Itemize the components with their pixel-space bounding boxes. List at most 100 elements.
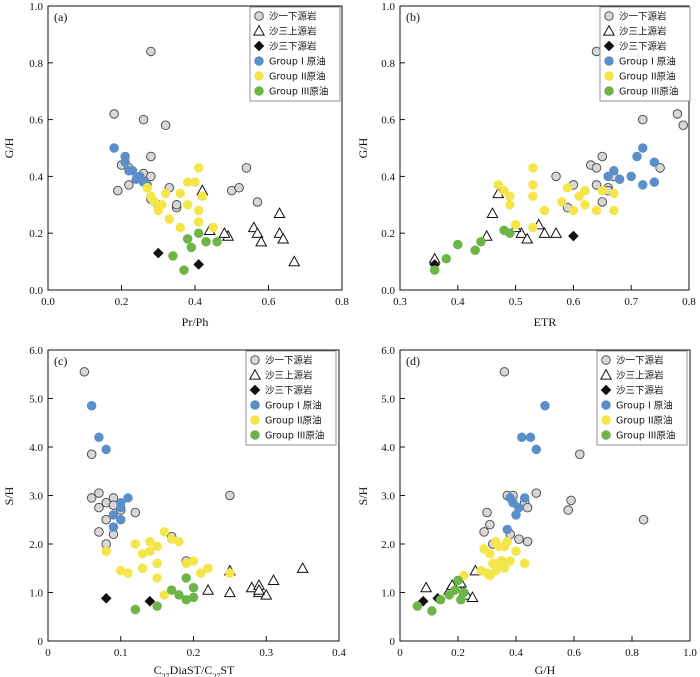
- data-point: [609, 188, 619, 199]
- data-point: [146, 46, 156, 57]
- data-point: [120, 157, 130, 167]
- data-point: [551, 171, 561, 182]
- data-point: [575, 449, 585, 460]
- data-point: [519, 493, 530, 503]
- data-point: [182, 200, 193, 210]
- legend-label: Group III原油: [616, 430, 675, 442]
- legend-marker: [601, 355, 611, 365]
- legend-marker: [252, 24, 266, 36]
- legend-label: Group III原油: [269, 86, 328, 98]
- legend-label: Group II原油: [616, 415, 673, 427]
- legend-marker: [599, 368, 613, 380]
- legend-marker: [253, 40, 265, 52]
- y-tick-label: 1.0: [29, 588, 43, 600]
- data-point: [574, 191, 584, 202]
- data-point: [591, 46, 602, 57]
- data-point: [124, 180, 134, 190]
- data-point: [453, 575, 463, 586]
- legend-marker: [601, 430, 611, 440]
- data-point: [188, 556, 199, 566]
- data-point: [515, 226, 528, 238]
- data-point: [225, 568, 235, 578]
- panel-label: (a): [54, 10, 67, 24]
- legend-label: 沙一下源岩: [269, 11, 317, 23]
- y-axis-label: S/H: [2, 486, 16, 505]
- data-point: [499, 367, 510, 377]
- legend-label: Group I 原油: [265, 400, 322, 412]
- x-tick-label: 0: [397, 647, 403, 659]
- legend-marker: [603, 40, 615, 52]
- data-point: [113, 185, 123, 196]
- y-tick-label: 1.0: [29, 1, 43, 13]
- data-point: [109, 109, 119, 119]
- y-tick-label: 0: [38, 636, 44, 648]
- data-point: [225, 490, 235, 501]
- data-point: [597, 197, 608, 207]
- data-point: [591, 205, 602, 216]
- data-point: [655, 163, 665, 173]
- y-tick-label: 4.0: [29, 442, 43, 454]
- data-point: [649, 157, 660, 167]
- data-point: [94, 432, 104, 443]
- data-point: [241, 163, 252, 173]
- data-point: [212, 236, 222, 247]
- data-point: [493, 180, 504, 190]
- x-tick-label: 0.2: [187, 647, 201, 659]
- x-tick-label: 0: [45, 647, 51, 659]
- data-point: [137, 563, 148, 574]
- data-point: [145, 546, 155, 557]
- data-point: [531, 444, 542, 455]
- data-point: [568, 230, 579, 242]
- legend-box: [245, 350, 337, 446]
- data-point: [557, 197, 567, 207]
- y-axis-ticks: 0 1.0 2.0 3.0 4.0 5.0 6.0: [381, 345, 405, 648]
- data-point: [86, 449, 97, 460]
- x-tick-label: 0.4: [451, 296, 465, 308]
- y-tick-label: 0.4: [381, 171, 395, 183]
- data-point: [175, 222, 186, 233]
- data-point: [101, 515, 111, 525]
- data-point: [164, 214, 175, 224]
- data-point: [453, 239, 463, 250]
- data-point: [252, 197, 263, 207]
- y-tick-label: 3.0: [381, 491, 395, 503]
- data-point: [638, 114, 648, 125]
- data-point: [499, 563, 510, 574]
- data-point: [479, 527, 489, 537]
- data-point: [420, 581, 433, 593]
- y-axis-label: G/H: [2, 137, 16, 158]
- data-point: [429, 265, 440, 275]
- y-tick-label: 1.0: [381, 588, 395, 600]
- legend-label: Group I 原油: [616, 400, 673, 412]
- scatter-points: [428, 46, 688, 275]
- y-tick-label: 5.0: [381, 394, 395, 406]
- data-point: [108, 510, 119, 520]
- x-axis-label: G/H: [535, 663, 556, 677]
- data-point: [427, 606, 437, 616]
- data-point: [174, 536, 184, 547]
- data-point: [159, 590, 170, 600]
- legend-label: Group III原油: [619, 86, 678, 98]
- x-tick-label: 0.8: [335, 296, 349, 308]
- x-axis-ticks: 0 0.2 0.4 0.6 0.8 1.0: [397, 636, 697, 659]
- legend-marker: [601, 415, 611, 425]
- data-point: [100, 593, 112, 604]
- data-point: [412, 601, 423, 611]
- data-point: [152, 541, 162, 552]
- legend-label: Group II原油: [265, 415, 322, 427]
- legend-marker: [250, 415, 260, 425]
- legend-label: 沙三上源岩: [269, 26, 317, 38]
- x-tick-label: 0.2: [451, 647, 465, 659]
- data-point: [273, 207, 286, 218]
- data-point: [108, 522, 119, 532]
- y-tick-label: 0.2: [29, 228, 43, 240]
- data-point: [510, 219, 521, 230]
- x-tick-label: 0.3: [393, 296, 407, 308]
- data-point: [486, 207, 499, 218]
- panel-b: (b) 0.3 0.4 0.5 0.6 0.7 0.8 0.0 0.2 0.4 0.6 0.8 1.…: [356, 1, 696, 329]
- data-point: [632, 151, 642, 162]
- data-point: [563, 505, 573, 515]
- data-point: [193, 228, 204, 238]
